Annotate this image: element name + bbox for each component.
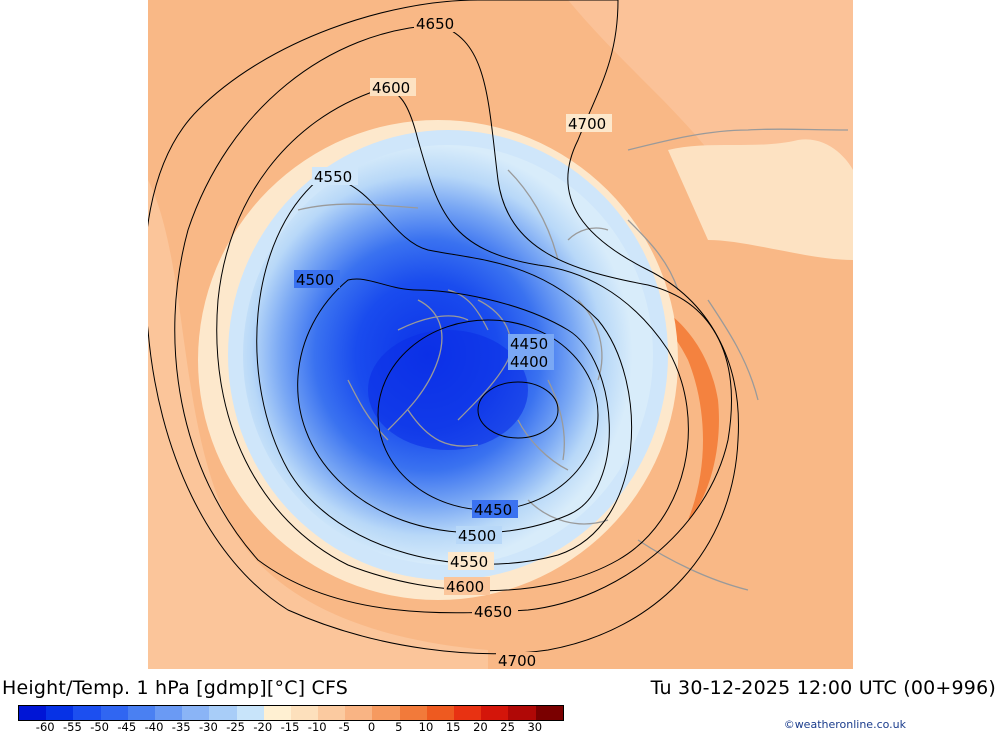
colorbar-swatch xyxy=(318,706,346,720)
contour-label-4450-top: 4450 xyxy=(510,335,548,353)
colorbar-swatch xyxy=(154,706,183,720)
chart-title: Height/Temp. 1 hPa [gdmp][°C] CFS xyxy=(2,677,349,699)
contour-4500 xyxy=(297,278,610,534)
contour-label-4500-top: 4500 xyxy=(296,271,334,289)
contour-label-4400: 4400 xyxy=(510,353,548,371)
colorbar-tick-label: -50 xyxy=(90,720,109,734)
contour-4550 xyxy=(256,178,633,565)
colorbar-tick-label: -60 xyxy=(35,720,55,734)
contour-label-4450-bottom: 4450 xyxy=(474,501,512,519)
valid-time: Tu 30-12-2025 12:00 UTC (00+996) xyxy=(650,677,996,699)
warm-band-west xyxy=(148,180,488,669)
colorbar-tick-label: -10 xyxy=(307,720,327,734)
hot-streak xyxy=(618,290,719,520)
map-canvas: 4650 4600 4700 4550 4500 4450 4400 4450 … xyxy=(148,0,853,669)
colorbar-tick-label: 30 xyxy=(527,720,543,734)
contour-label-4500-bottom: 4500 xyxy=(458,527,496,545)
colorbar-tick-label: 0 xyxy=(367,720,376,734)
contour-label-4550-top: 4550 xyxy=(314,168,352,186)
colorbar-swatch xyxy=(290,706,319,720)
colorbar-swatch xyxy=(19,706,47,720)
colorbar-tick-label: -30 xyxy=(198,720,218,734)
colorbar-tick-label: 5 xyxy=(395,720,403,734)
colorbar xyxy=(18,705,564,721)
contour-label-4700-bottom: 4700 xyxy=(498,652,536,669)
cold-core xyxy=(368,330,528,450)
colorbar-tick-label: -40 xyxy=(144,720,164,734)
colorbar-swatch xyxy=(100,706,128,720)
colorbar-swatch xyxy=(182,706,210,720)
warm-band-north xyxy=(568,0,853,191)
contour-label-4650-bottom: 4650 xyxy=(474,603,512,621)
contour-label-4550-bottom: 4550 xyxy=(450,553,488,571)
colorbar-tick-label: -25 xyxy=(226,720,245,734)
colorbar-tick-label: 25 xyxy=(500,720,515,734)
colorbar-tick-label: 20 xyxy=(473,720,488,734)
colorbar-swatch xyxy=(399,706,427,720)
contour-label-4700-top: 4700 xyxy=(568,115,606,133)
colorbar-swatch xyxy=(372,706,400,720)
colorbar-swatch xyxy=(535,706,563,720)
colorbar-swatch xyxy=(454,706,482,720)
pale-zone-east xyxy=(668,139,853,260)
contour-4650 xyxy=(174,24,732,614)
contour-4600 xyxy=(216,89,689,592)
colorbar-tick-label: -20 xyxy=(253,720,273,734)
colorbar-tick-label: -15 xyxy=(280,720,300,734)
colorbar-tick-label: -55 xyxy=(62,720,82,734)
colorbar-swatch xyxy=(426,706,454,720)
colorbar-tick-label: 10 xyxy=(418,720,434,734)
contour-lines xyxy=(148,0,739,655)
contour-4400 xyxy=(477,381,559,439)
colorbar-swatch xyxy=(46,706,74,720)
colorbar-swatch xyxy=(345,706,373,720)
contour-label-4650-top: 4650 xyxy=(416,15,454,33)
contour-label-4600-top: 4600 xyxy=(372,79,410,97)
colorbar-tick-label: -45 xyxy=(117,720,137,734)
colorbar-swatch xyxy=(73,706,101,720)
colorbar-swatch xyxy=(127,706,155,720)
colorbar-tick-label: -35 xyxy=(171,720,191,734)
credit-link[interactable]: ©weatheronline.co.uk xyxy=(783,718,906,731)
colorbar-swatch xyxy=(263,706,291,720)
coastlines xyxy=(297,128,849,591)
colorbar-ticks: -60 -55 -50 -45 -40 -35 -30 -25 -20 -15 -10 -5 0 5 10 1… xyxy=(18,720,563,734)
contour-label-4600-bottom: 4600 xyxy=(446,578,484,596)
colorbar-tick-label: 15 xyxy=(445,720,461,734)
colorbar-swatch xyxy=(236,706,264,720)
colorbar-swatch xyxy=(508,706,536,720)
weather-map: 4650 4600 4700 4550 4500 4450 4400 4450 … xyxy=(148,0,853,669)
colorbar-tick-label: -5 xyxy=(338,720,351,734)
colorbar-swatch xyxy=(481,706,509,720)
contour-labels: 4650 4600 4700 4550 4500 4450 4400 4450 … xyxy=(294,14,612,669)
colorbar-swatch xyxy=(209,706,237,720)
